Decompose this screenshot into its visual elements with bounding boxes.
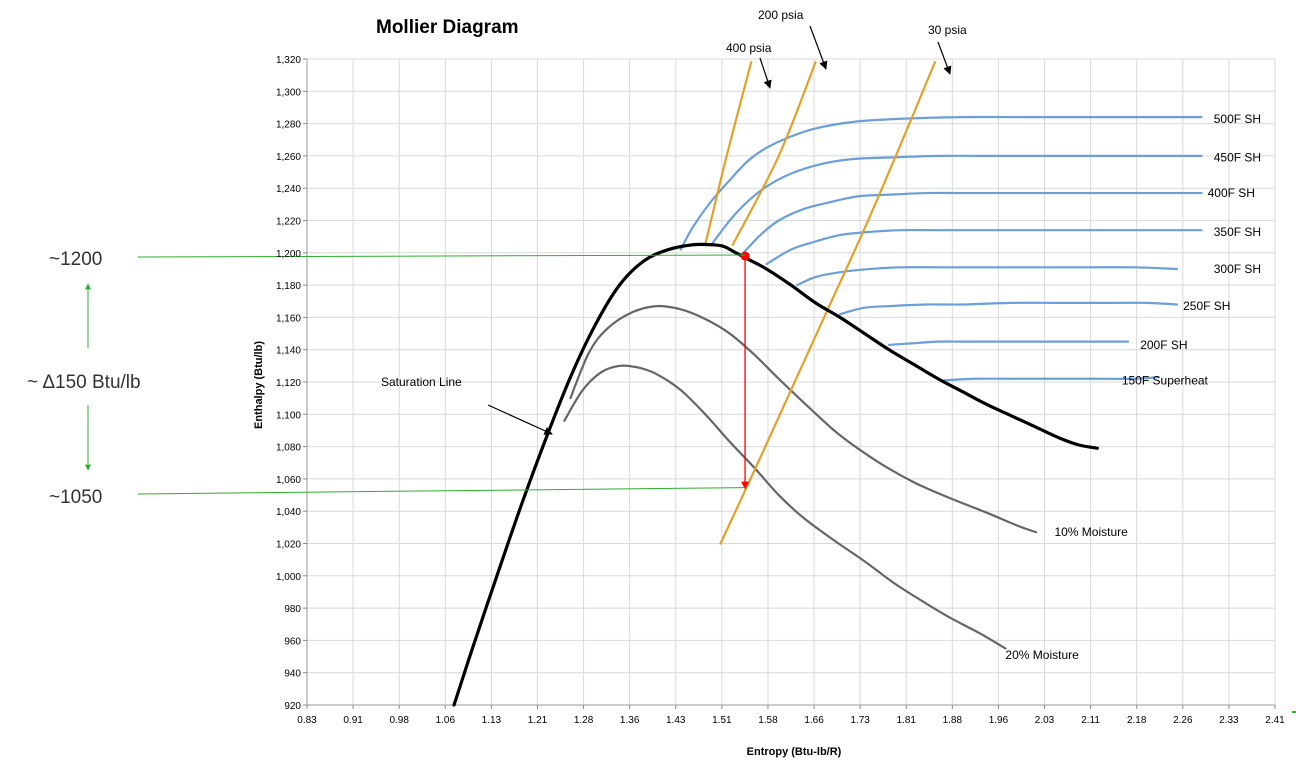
x-axis-title: Entropy (Btu-lb/R) [747,746,842,758]
series-label: 250F SH [1183,299,1230,313]
y-tick-label: 1,300 [276,87,301,98]
y-tick-label: 940 [284,669,301,680]
y-tick-label: 1,180 [276,281,301,292]
x-tick-label: 2.26 [1173,715,1193,726]
series-line-300f-sh [796,266,1179,287]
series-line-450f-sh [710,154,1203,246]
x-tick-label: 0.91 [343,715,363,726]
y-tick-label: 1,060 [276,475,301,486]
x-tick-label: 1.13 [482,715,502,726]
series-label: 450F SH [1214,151,1261,165]
guide-label-1050: ~1050 [49,487,102,508]
y-tick-label: 1,020 [276,540,301,551]
series-label: 500F SH [1214,112,1261,126]
series-line-200-psia [731,61,817,246]
series-line-20-moisture [563,364,1007,650]
x-tick-label: 1.66 [804,715,824,726]
chart-title: Mollier Diagram [376,17,519,38]
series-line-400-psia [704,61,753,246]
pressure-label-30: 30 psia [928,23,967,37]
x-tick-label: 2.33 [1219,715,1239,726]
x-tick-label: 0.98 [389,715,409,726]
series-line-250f-sh [838,301,1179,316]
y-tick-label: 1,320 [276,55,301,66]
y-tick-label: 1,280 [276,120,301,131]
x-tick-label: 0.83 [297,715,317,726]
series-line-10-moisture [569,304,1038,534]
series-line-200f-sh [887,340,1130,346]
x-tick-label: 1.88 [943,715,963,726]
x-tick-label: 1.28 [574,715,594,726]
x-tick-label: 2.18 [1127,715,1147,726]
x-tick-label: 1.73 [850,715,870,726]
x-tick-label: 1.58 [758,715,778,726]
saturation-line-label: Saturation Line [381,375,462,389]
y-tick-label: 1,160 [276,313,301,324]
y-tick-label: 1,040 [276,507,301,518]
series-line-saturation-line [452,242,1099,707]
y-tick-label: 1,140 [276,346,301,357]
x-tick-label: 1.43 [666,715,686,726]
series-line-150f-superheat [943,376,1160,382]
y-tick-label: 1,000 [276,572,301,583]
x-tick-label: 2.03 [1035,715,1055,726]
y-tick-label: 980 [284,604,301,615]
y-tick-label: 960 [284,636,301,647]
tick-labels: 0.83 0.91 0.98 1.06 1.13 1.21 1.28 1.36 1.43 1.51… [276,55,1285,726]
guide-label-1200: ~1200 [49,249,102,270]
pressure-label-200: 200 psia [758,8,804,22]
y-axis-title: Enthalpy (Btu/lb) [253,341,265,429]
series-label: 400F SH [1208,186,1255,200]
series-group [137,61,1203,707]
x-tick-label: 2.11 [1081,715,1100,726]
series-label: 350F SH [1214,225,1261,239]
grid [303,58,1276,709]
process-start-point [740,251,750,261]
x-tick-label: 1.81 [897,715,917,726]
delta-enthalpy-label: ~ Δ150 Btu/lb [27,372,141,393]
x-tick-label: 1.06 [436,715,456,726]
series-label: 200F SH [1140,338,1187,352]
y-tick-label: 1,220 [276,217,301,228]
pressure-30-arrow [937,41,952,75]
guide-line-1200 [137,254,746,258]
pressure-200-arrow [809,25,828,70]
series-label: 150F Superheat [1122,373,1209,387]
series-label: 300F SH [1214,262,1261,276]
x-tick-label: 1.36 [620,715,640,726]
y-tick-label: 1,260 [276,152,301,163]
y-tick-label: 1,240 [276,184,301,195]
series-line-400f-sh [740,191,1203,256]
pressure-400-arrow [759,57,772,89]
y-tick-label: 1,080 [276,443,301,454]
series-line-350f-sh [765,228,1203,266]
x-tick-label: 2.41 [1265,715,1285,726]
pressure-label-400: 400 psia [726,41,772,55]
series-label: 10% Moisture [1054,525,1128,539]
saturation-pointer-arrow [487,404,553,435]
y-tick-label: 920 [284,701,301,712]
y-tick-label: 1,120 [276,378,301,389]
x-tick-label: 1.96 [989,715,1009,726]
x-tick-label: 1.51 [712,715,732,726]
y-tick-label: 1,100 [276,410,301,421]
x-tick-label: 1.21 [528,715,548,726]
y-tick-label: 1,200 [276,249,301,260]
series-label: 20% Moisture [1005,648,1079,662]
guide-line-1050 [137,487,746,495]
series-line-30-psia [719,61,937,545]
